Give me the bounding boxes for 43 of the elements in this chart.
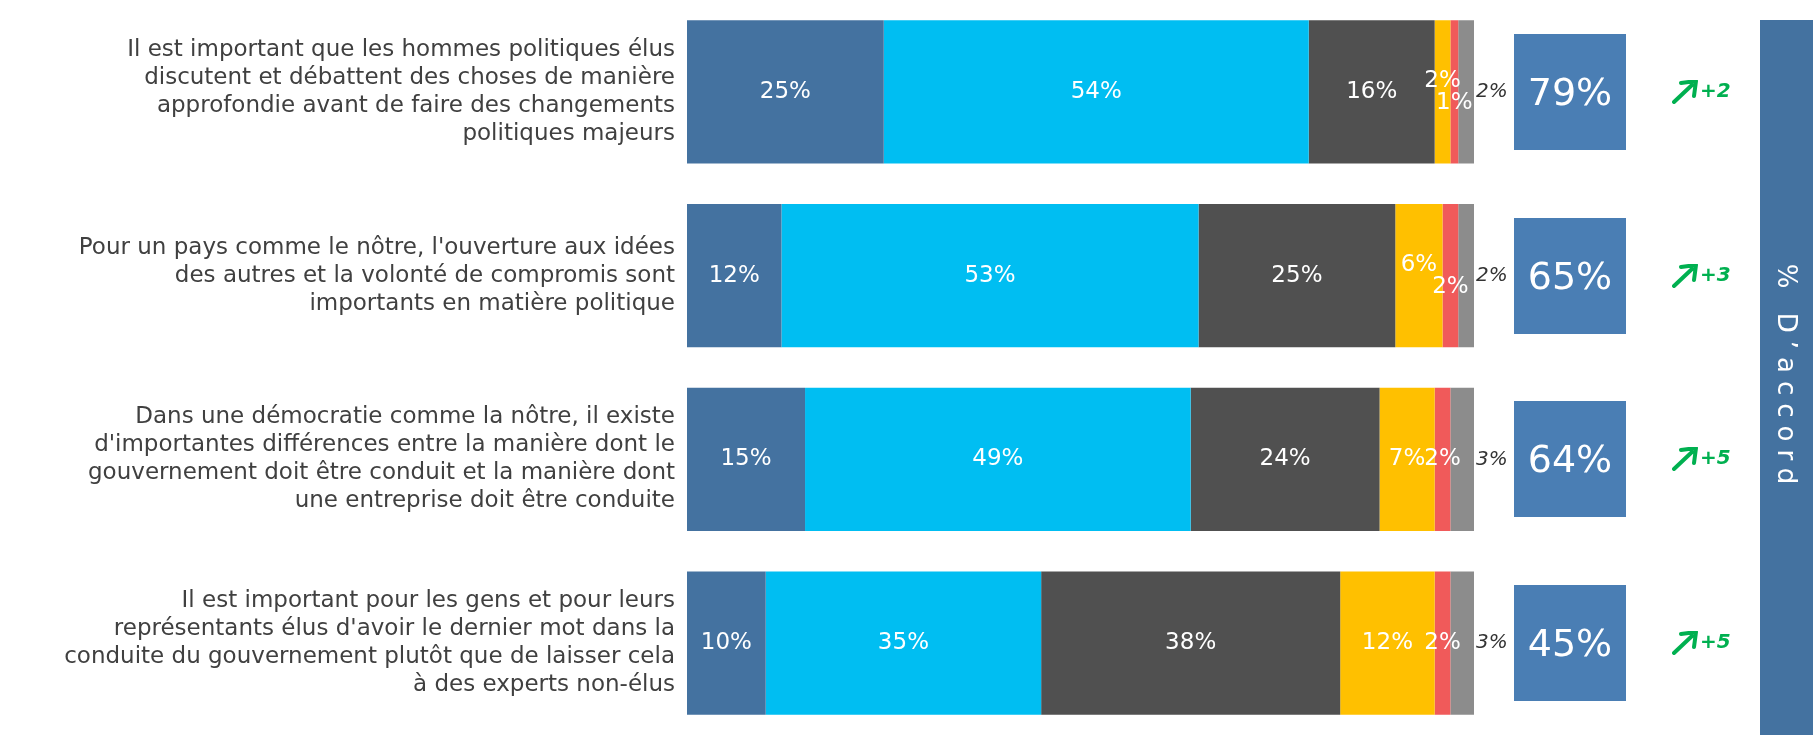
y-tick-label: Pour un pays comme le nôtre, l'ouverture aux idées des autres et la volonté de compromis sont importants en matière politique (78, 232, 675, 315)
bar (1190, 387, 1380, 532)
bar (1198, 203, 1396, 348)
data-label: 25% (1271, 260, 1323, 287)
text: +5 (1700, 629, 1731, 654)
bar (687, 20, 884, 164)
data-label: 24% (1259, 444, 1311, 471)
data-label: 15% (720, 444, 772, 471)
data-label: 12% (1361, 628, 1413, 655)
y-tick-label: Il est important pour les gens et pour leurs représentants élus d'avoir le dernier mot dans la conduite du gouvernement plutôt que de laisser cela à des experts non-élus (64, 586, 675, 697)
percent-box: 79% (1514, 33, 1626, 150)
bar (687, 571, 766, 715)
percent-box: 45% (1514, 585, 1626, 702)
data-label: 49% (972, 444, 1024, 471)
data-label: 2% (1476, 78, 1508, 103)
bar (687, 203, 782, 348)
bar (805, 387, 1191, 532)
bar (781, 203, 1199, 348)
data-label: 54% (1070, 76, 1122, 103)
text: +3 (1700, 261, 1731, 286)
percent-box: 65% (1514, 217, 1626, 334)
data-label: 6% (1400, 249, 1438, 276)
y-tick-label: Dans une démocratie comme la nôtre, il existe d'importantes différences entre la manière dont le gouvernement doit être conduit et la manière dont une entreprise doit être conduite (88, 402, 675, 513)
bar (883, 20, 1309, 164)
text: +5 (1700, 445, 1731, 470)
data-label: 3% (1476, 445, 1508, 470)
data-label: 16% (1346, 76, 1398, 103)
data-label: 25% (759, 76, 811, 103)
side-banner: % D’accord (1760, 20, 1813, 735)
bar (765, 571, 1042, 715)
data-label: 12% (708, 260, 760, 287)
bar (687, 387, 806, 532)
data-label: 53% (964, 260, 1016, 287)
data-label: 3% (1476, 629, 1508, 654)
data-label: 10% (700, 628, 752, 655)
data-label: 2% (1476, 261, 1508, 286)
percent-box: 64% (1514, 401, 1626, 518)
data-label: 7% (1388, 444, 1426, 471)
text: +2 (1700, 77, 1731, 102)
y-tick-label: Il est important que les hommes politiques élus discutent et débattent des choses de manière approfondie avant de faire des changements politiques majeurs (127, 34, 675, 145)
data-label: 35% (877, 628, 929, 655)
bar (1041, 571, 1341, 715)
data-label: 38% (1165, 628, 1217, 655)
